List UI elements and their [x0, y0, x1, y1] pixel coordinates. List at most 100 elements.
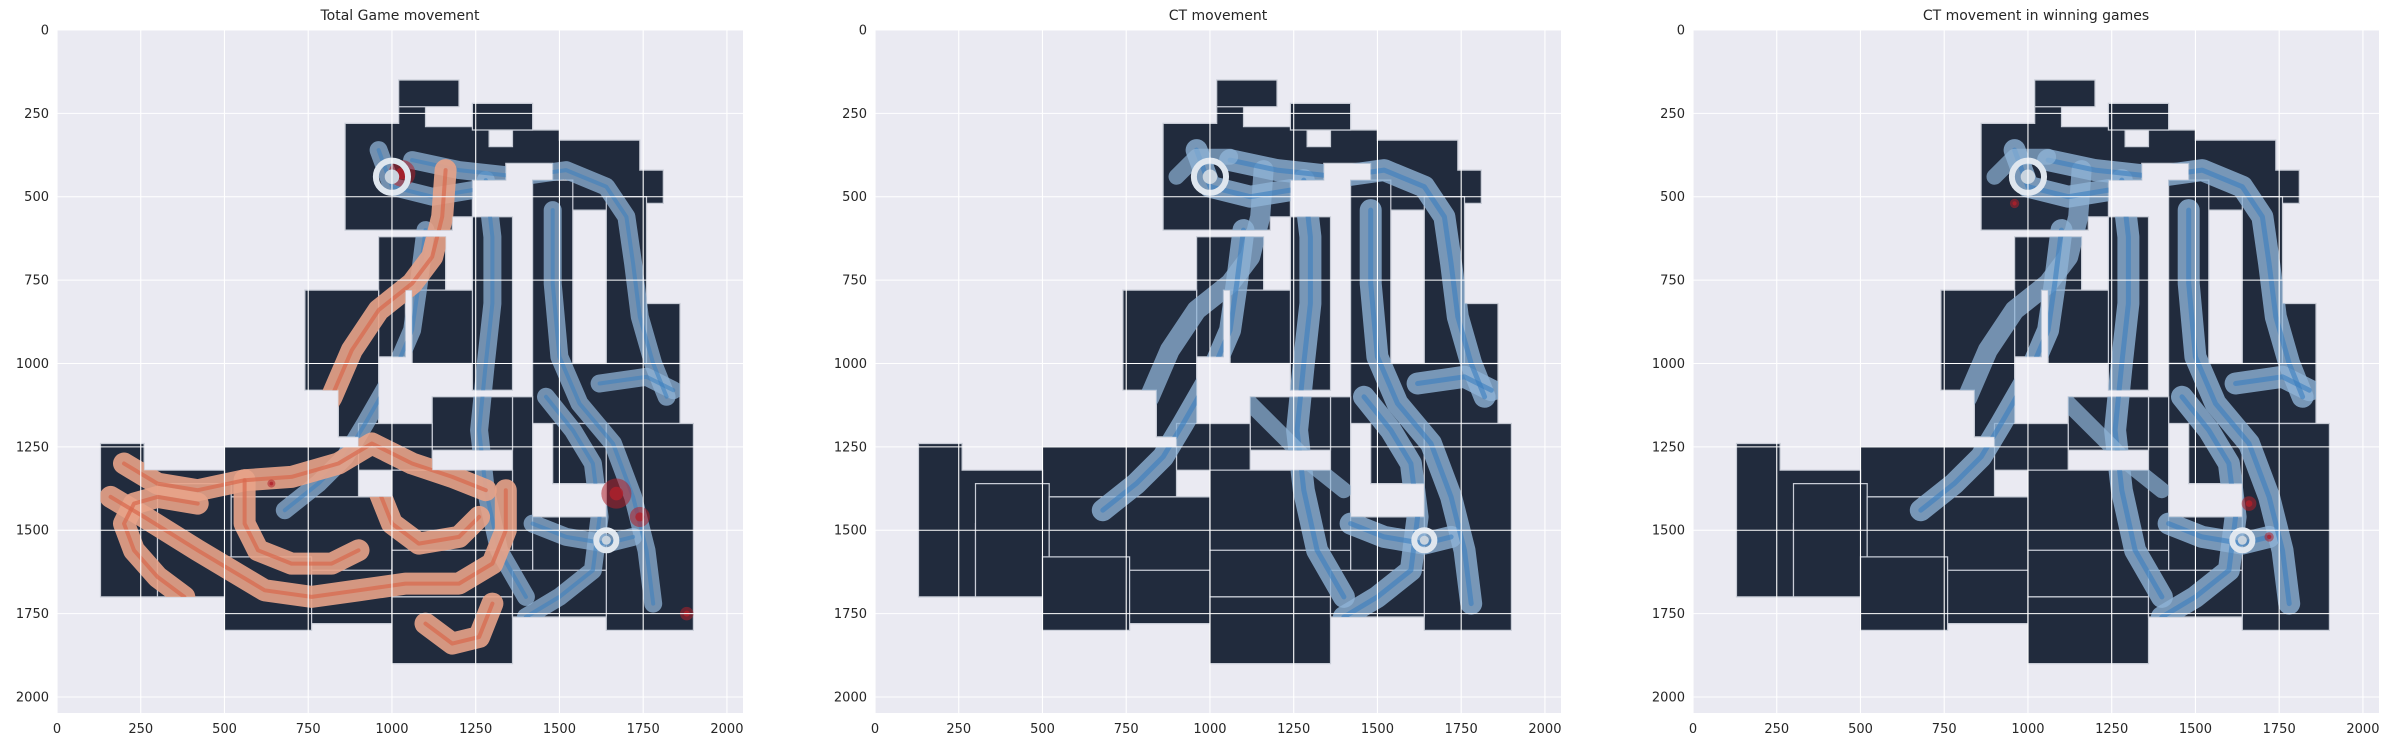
- x-tick-label: 750: [296, 722, 321, 737]
- movement-path: [2186, 207, 2292, 607]
- x-tick-label: 1000: [2011, 722, 2044, 737]
- map-area: [1859, 556, 1949, 631]
- movement-path: [122, 494, 200, 599]
- y-tick-label: 500: [24, 190, 49, 205]
- y-tick-label: 1750: [1652, 607, 1685, 622]
- y-tick-label: 1500: [16, 524, 49, 539]
- x-tick-label: 250: [128, 722, 153, 737]
- movement-path: [1986, 148, 2057, 185]
- movement-path: [1100, 227, 1246, 513]
- map-area: [2027, 596, 2150, 665]
- x-tick-label: 1750: [2263, 722, 2296, 737]
- x-tick-label: 500: [1848, 722, 1873, 737]
- map-area: [2107, 102, 2170, 131]
- hotspot-core: [2245, 500, 2253, 507]
- map-area: [471, 102, 534, 131]
- x-tick-label: 0: [53, 722, 61, 737]
- map-area: [2034, 79, 2096, 108]
- panel-title: Total Game movement: [320, 8, 481, 24]
- x-tick-label: 1500: [543, 722, 576, 737]
- y-tick-label: 1250: [1652, 440, 1685, 455]
- panel-title: CT movement in winning games: [1923, 8, 2149, 24]
- movement-path: [309, 168, 448, 433]
- hotspot-core: [609, 486, 624, 501]
- movement-path: [242, 478, 361, 566]
- movement-path: [2045, 157, 2306, 400]
- hotspot-core: [635, 512, 645, 522]
- movement-paths: [1937, 160, 2092, 441]
- gridlines: [874, 29, 1561, 713]
- movement-path: [122, 441, 488, 493]
- y-tick-label: 250: [842, 107, 867, 122]
- y-tick-label: 0: [41, 24, 49, 39]
- map-area: [1289, 102, 1352, 131]
- y-tick-label: 0: [859, 24, 867, 39]
- y-tick-label: 2000: [1652, 690, 1685, 705]
- movement-path: [410, 158, 669, 399]
- x-tick-label: 2000: [710, 722, 743, 737]
- y-tick-label: 1000: [1652, 357, 1685, 372]
- x-tick-label: 500: [212, 722, 237, 737]
- y-tick-label: 2000: [834, 690, 867, 705]
- movement-paths: [1100, 147, 1494, 620]
- y-tick-label: 500: [1660, 190, 1685, 205]
- movement-path: [1415, 374, 1494, 393]
- gridlines: [1692, 29, 2379, 713]
- x-tick-label: 1750: [627, 722, 660, 737]
- x-tick-label: 750: [1932, 722, 1957, 737]
- map-ring-center: [2237, 535, 2247, 545]
- map-ring-center: [601, 535, 611, 545]
- movement-path: [1918, 227, 2064, 513]
- movement-path: [1168, 148, 1239, 185]
- x-tick-label: 1500: [2179, 722, 2212, 737]
- map-area: [1209, 596, 1332, 665]
- movement-path: [550, 208, 656, 606]
- y-tick-label: 1750: [834, 607, 867, 622]
- movement-paths: [1119, 160, 1274, 441]
- movement-path: [108, 488, 508, 599]
- x-tick-label: 250: [946, 722, 971, 737]
- movement-path: [1937, 160, 2092, 441]
- y-tick-label: 250: [24, 107, 49, 122]
- movement-path: [597, 374, 676, 393]
- movement-path: [2233, 374, 2312, 393]
- map-area: [398, 79, 460, 108]
- y-tick-label: 1000: [834, 357, 867, 372]
- x-tick-label: 1000: [375, 722, 408, 737]
- x-tick-label: 500: [1030, 722, 1055, 737]
- panel-title: CT movement: [1169, 8, 1268, 24]
- hotspot-core: [269, 481, 274, 486]
- y-tick-label: 0: [1677, 24, 1685, 39]
- y-tick-label: 1250: [16, 440, 49, 455]
- hotspot-core: [2012, 201, 2017, 206]
- x-tick-label: 0: [1689, 722, 1697, 737]
- y-tick-label: 2000: [16, 690, 49, 705]
- movement-path: [2112, 177, 2165, 600]
- hotspot-core: [2267, 534, 2272, 540]
- map-ring-center: [1419, 535, 1429, 545]
- movement-path: [1294, 177, 1347, 600]
- x-tick-label: 2000: [2346, 722, 2379, 737]
- movement-paths: [108, 168, 508, 646]
- y-tick-label: 1500: [1652, 524, 1685, 539]
- map-area: [1946, 569, 2029, 625]
- movement-path: [1227, 157, 1488, 400]
- x-tick-label: 1250: [459, 722, 492, 737]
- y-tick-label: 1000: [16, 357, 49, 372]
- x-tick-label: 1500: [1361, 722, 1394, 737]
- movement-path: [2012, 147, 2111, 200]
- x-tick-label: 1750: [1445, 722, 1478, 737]
- x-tick-label: 2000: [1528, 722, 1561, 737]
- x-tick-label: 1000: [1193, 722, 1226, 737]
- x-tick-label: 1250: [2095, 722, 2128, 737]
- y-tick-label: 750: [24, 274, 49, 289]
- y-tick-label: 1500: [834, 524, 867, 539]
- map-area: [974, 483, 1050, 598]
- y-tick-label: 1750: [16, 607, 49, 622]
- y-tick-label: 750: [1660, 274, 1685, 289]
- movement-path: [1368, 207, 1474, 607]
- y-tick-label: 500: [842, 190, 867, 205]
- y-tick-label: 250: [1660, 107, 1685, 122]
- movement-path: [1194, 147, 1293, 200]
